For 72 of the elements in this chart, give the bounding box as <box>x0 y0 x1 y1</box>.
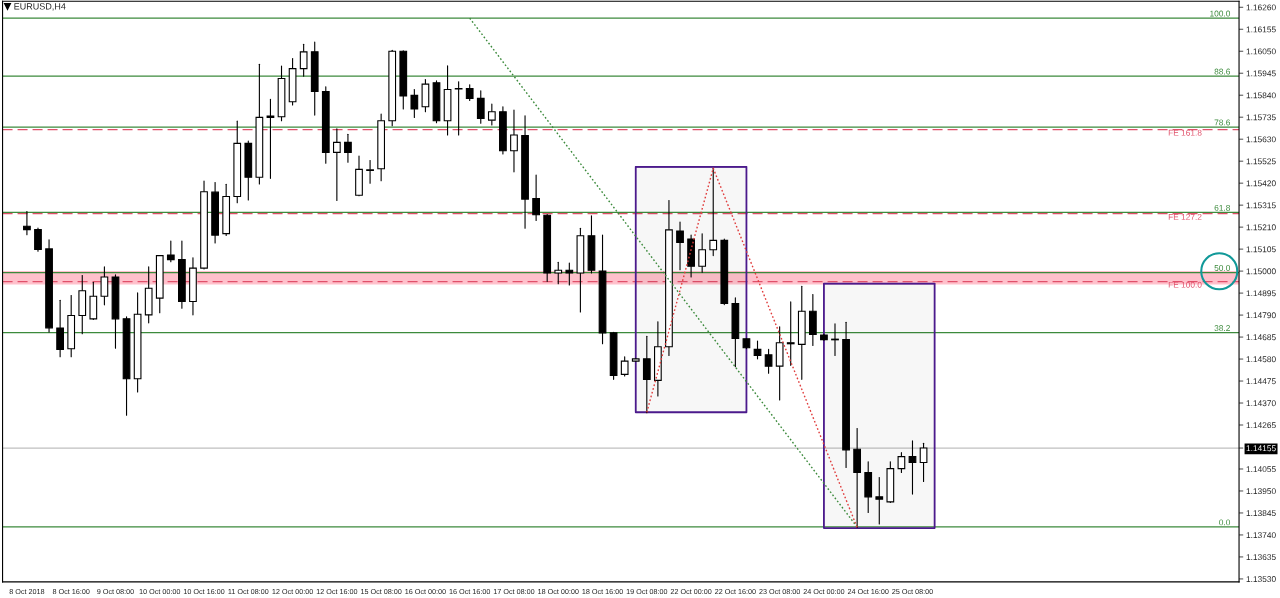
candlestick <box>554 261 563 285</box>
candlestick <box>410 89 419 118</box>
annotation: 38.2 <box>1214 325 1230 332</box>
y-tick-label: 1.16155 <box>1246 26 1276 33</box>
candlestick <box>775 326 784 401</box>
annotation: 78.6 <box>1214 119 1231 126</box>
annotation: 50.0 <box>1214 265 1231 271</box>
candlestick <box>454 81 463 136</box>
y-tick-label: 1.15420 <box>1246 180 1276 187</box>
y-tick-label: 1.13740 <box>1246 532 1276 539</box>
candlestick <box>698 233 707 273</box>
candlestick <box>808 294 817 346</box>
y-tick-label: 1.14055 <box>1246 466 1276 473</box>
y-tick-label: 1.15315 <box>1246 202 1276 209</box>
candlestick <box>34 227 42 252</box>
candlestick <box>676 221 684 271</box>
chart-title: EURUSD,H4 <box>14 3 66 11</box>
y-tick-label: 1.15945 <box>1246 70 1276 77</box>
annotation: FE 100.0 <box>1168 281 1202 288</box>
y-tick-label: 1.13845 <box>1246 510 1276 517</box>
candlestick <box>421 78 430 113</box>
candlestick <box>366 159 374 184</box>
candlestick <box>642 335 651 414</box>
candlestick <box>299 43 308 77</box>
candlestick <box>620 356 629 377</box>
annotation: 100.0 <box>1210 10 1231 17</box>
candlestick <box>266 98 275 179</box>
annotation: FE 127.2 <box>1168 213 1202 220</box>
candlestick <box>510 109 518 173</box>
candlestick <box>786 301 795 366</box>
y-tick-label: 1.14895 <box>1246 290 1276 297</box>
y-tick-label: 1.15630 <box>1246 136 1276 143</box>
y-tick-label: 1.14685 <box>1246 334 1276 341</box>
y-tick-label: 1.13635 <box>1246 554 1276 561</box>
candlestick <box>875 477 884 525</box>
y-tick-label: 1.15000 <box>1246 268 1276 275</box>
y-tick-label: 1.14580 <box>1246 356 1276 363</box>
y-tick-label: 1.14155 <box>1246 445 1276 452</box>
candlestick <box>344 133 352 163</box>
candlestick <box>764 348 773 374</box>
y-tick-label: 1.13950 <box>1246 488 1276 495</box>
candlestick <box>709 167 718 257</box>
candlestick <box>487 103 496 126</box>
candlestick <box>476 90 485 124</box>
candlestick <box>89 281 98 321</box>
y-tick-label: 1.14475 <box>1246 378 1276 385</box>
y-tick-label: 1.15840 <box>1246 92 1276 99</box>
candlestick <box>908 440 917 495</box>
candlestick <box>166 240 175 263</box>
y-tick-label: 1.15105 <box>1246 246 1276 253</box>
candlestick <box>23 210 31 236</box>
annotation: 0.0 <box>1219 519 1231 526</box>
annotation: FE 161.8 <box>1168 129 1202 136</box>
candlestick <box>532 174 540 221</box>
y-tick-label: 1.14370 <box>1246 400 1276 407</box>
candlestick <box>565 262 574 286</box>
annotation: 88.6 <box>1214 68 1231 75</box>
y-tick-label: 1.15525 <box>1246 158 1276 165</box>
candlestick <box>853 428 862 528</box>
y-tick-label: 1.15735 <box>1246 114 1276 121</box>
y-tick-label: 1.14790 <box>1246 312 1276 319</box>
candlestick <box>100 266 109 306</box>
candlestick <box>56 299 64 358</box>
y-tick-label: 1.15210 <box>1246 224 1276 231</box>
y-tick-label: 1.16050 <box>1246 48 1276 55</box>
annotation: 61.8 <box>1214 204 1231 211</box>
y-tick-label: 1.14265 <box>1246 422 1276 429</box>
y-tick-label: 1.16260 <box>1246 4 1276 11</box>
y-tick-label: 1.13530 <box>1246 576 1276 583</box>
candlestick <box>897 452 906 474</box>
candlestick <box>919 442 928 483</box>
candlestick <box>332 128 341 202</box>
